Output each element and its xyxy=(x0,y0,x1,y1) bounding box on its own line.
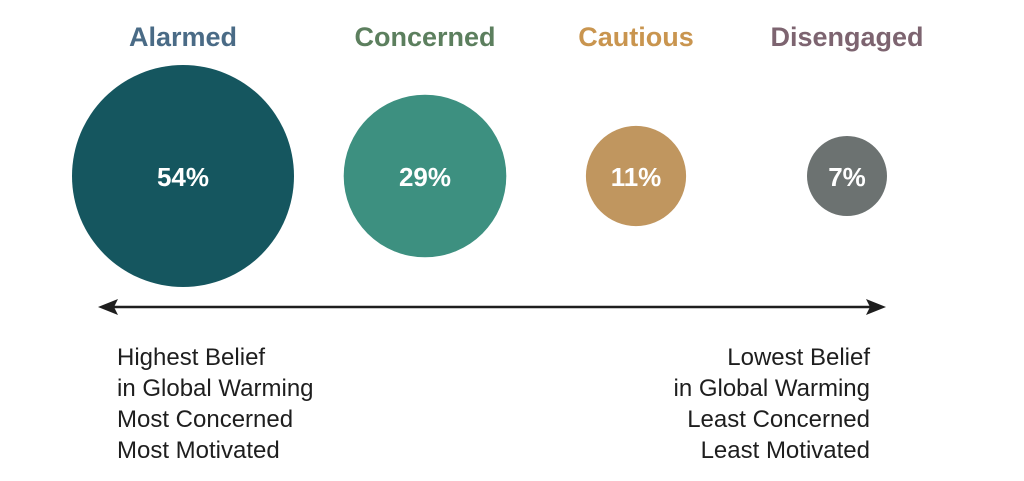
axis-right-label-line: in Global Warming xyxy=(673,375,870,402)
segment-title-disengaged: Disengaged xyxy=(770,22,923,52)
segment-title-alarmed: Alarmed xyxy=(129,22,237,52)
axis-left-label-line: in Global Warming xyxy=(117,375,314,402)
bubble-value-label-cautious: 11% xyxy=(611,162,662,192)
bubble-value-label-alarmed: 54% xyxy=(157,162,209,192)
bubble-cautious xyxy=(585,125,687,227)
bubble-disengaged xyxy=(807,136,887,216)
segment-title-concerned: Concerned xyxy=(354,22,495,52)
axis-right-label: Lowest Belief in Global Warming Least Co… xyxy=(673,342,870,466)
axis-right-label-line: Least Motivated xyxy=(700,437,870,464)
segment-title-cautious: Cautious xyxy=(578,22,694,52)
axis-arrow-left-head xyxy=(98,299,118,315)
belief-axis xyxy=(98,299,886,315)
axis-arrow-right-head xyxy=(866,299,886,315)
axis-right-label-line: Least Concerned xyxy=(687,406,870,433)
bubble-value-label-disengaged: 7% xyxy=(828,162,866,192)
bubbles-group: Alarmed 54% Concerned 29% Cautious 11% Disenga… xyxy=(72,22,924,287)
axis-left-label-line: Most Concerned xyxy=(117,406,294,433)
axis-left-label-line: Highest Belief xyxy=(117,344,266,371)
axis-left-label: Highest Belief in Global Warming Most Co… xyxy=(117,342,314,466)
bubble-alarmed xyxy=(72,65,294,287)
axis-left-label-line: Most Motivated xyxy=(117,437,280,464)
axis-right-label-line: Lowest Belief xyxy=(727,344,870,371)
bubble-concerned xyxy=(343,94,507,258)
bubble-value-label-concerned: 29% xyxy=(399,162,451,192)
